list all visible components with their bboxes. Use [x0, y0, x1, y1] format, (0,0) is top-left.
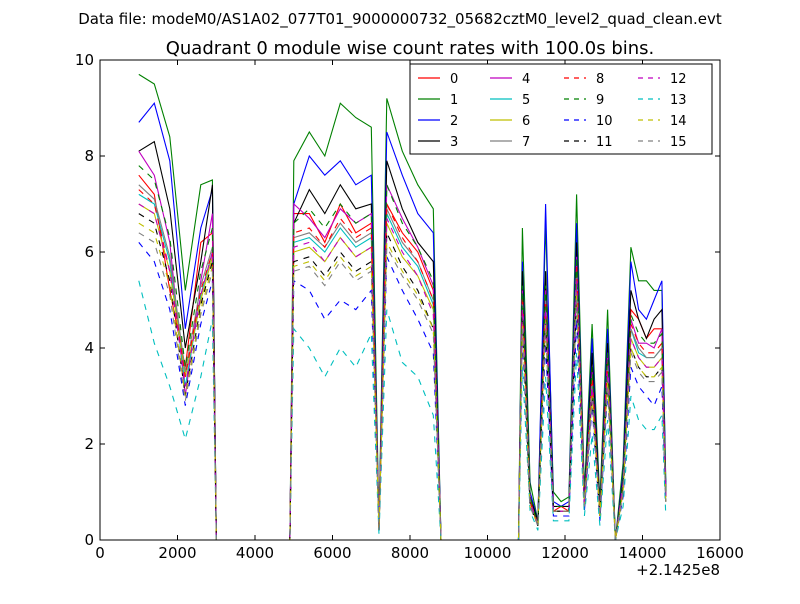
y-tick-label: 6 — [84, 243, 94, 261]
y-tick-label: 10 — [75, 51, 94, 69]
legend-label-1: 1 — [450, 93, 458, 108]
legend-label-0: 0 — [450, 72, 458, 87]
x-tick-label: 12000 — [541, 544, 589, 562]
legend-label-6: 6 — [522, 114, 530, 129]
y-tick-label: 2 — [84, 435, 94, 453]
plot-area: 0 2000 4000 6000 8000 10000 12000 14000 16000 0 2… — [75, 51, 744, 579]
legend-label-4: 4 — [522, 72, 530, 87]
series-line-10 — [138, 242, 667, 540]
legend-label-5: 5 — [522, 93, 530, 108]
y-tick-label: 8 — [84, 147, 94, 165]
legend-label-7: 7 — [522, 135, 530, 150]
x-tick-label: 8000 — [391, 544, 429, 562]
x-axis: 0 2000 4000 6000 8000 10000 12000 14000 16000 — [95, 60, 744, 562]
x-tick-label: 16000 — [696, 544, 744, 562]
x-tick-label: 2000 — [158, 544, 196, 562]
legend-label-3: 3 — [450, 135, 458, 150]
legend-frame — [409, 63, 713, 155]
legend-label-9: 9 — [596, 93, 604, 108]
legend-label-11: 11 — [596, 135, 613, 150]
x-tick-label: 14000 — [619, 544, 667, 562]
legend-label-12: 12 — [670, 72, 687, 87]
legend-label-8: 8 — [596, 72, 604, 87]
legend-label-2: 2 — [450, 114, 458, 129]
x-tick-label: 0 — [95, 544, 105, 562]
legend-label-14: 14 — [670, 114, 687, 129]
x-axis-offset-label: +2.1425e8 — [636, 561, 720, 579]
legend-label-15: 15 — [670, 135, 687, 150]
y-tick-label: 0 — [84, 531, 94, 549]
chart-title: Quadrant 0 module wise count rates with … — [166, 38, 655, 59]
series-line-13 — [138, 280, 667, 540]
x-tick-label: 4000 — [236, 544, 274, 562]
series-line-14 — [138, 222, 667, 540]
x-tick-label: 6000 — [313, 544, 351, 562]
y-tick-label: 4 — [84, 339, 94, 357]
figure-suptitle: Data file: modeM0/AS1A02_077T01_90000007… — [78, 10, 722, 29]
series-layer — [138, 73, 667, 540]
x-tick-label: 10000 — [464, 544, 512, 562]
series-line-15 — [138, 232, 667, 540]
legend-label-13: 13 — [670, 93, 687, 108]
legend-label-10: 10 — [596, 114, 613, 129]
